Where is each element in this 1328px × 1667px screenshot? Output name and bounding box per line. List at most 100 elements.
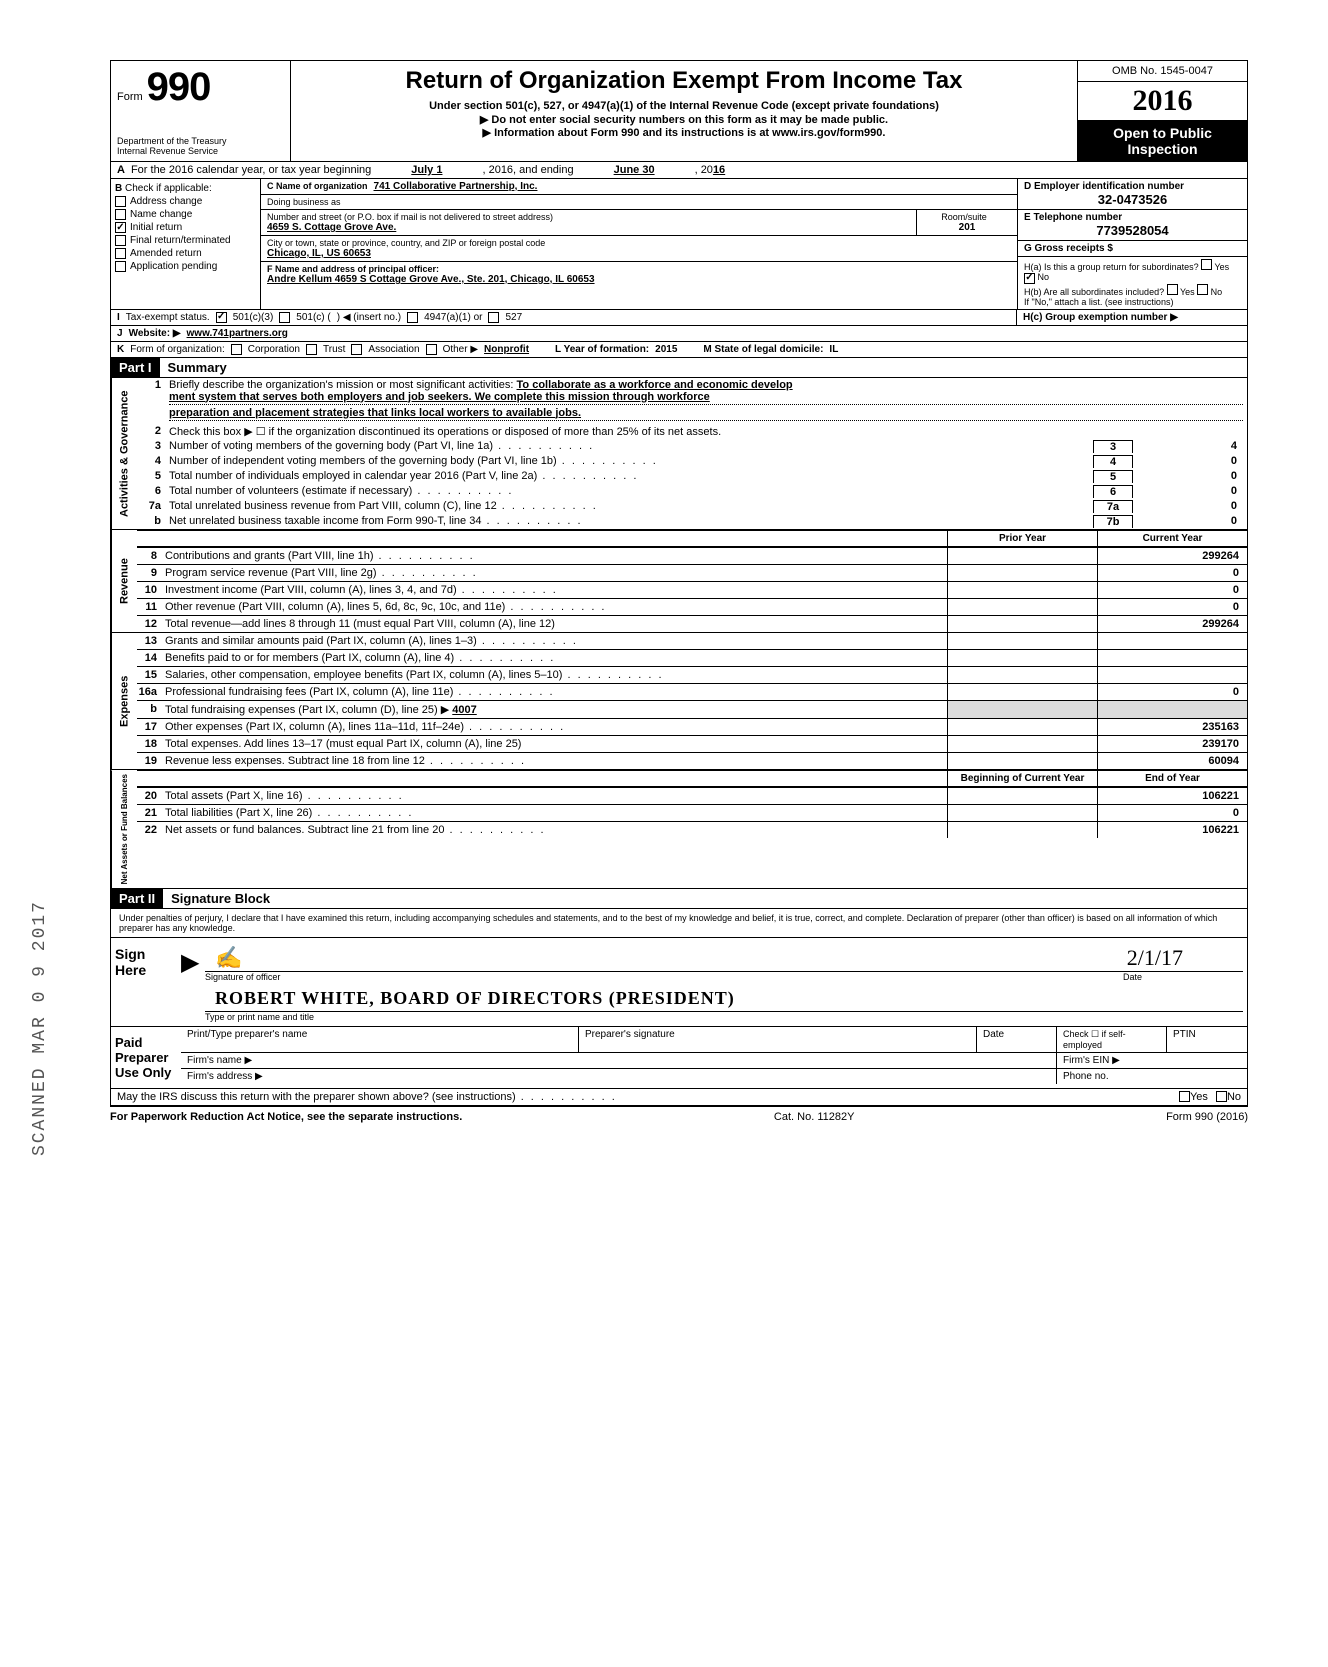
line-7b-val: 0 (1133, 515, 1243, 527)
line-10-num: 10 (137, 582, 165, 598)
lbl-no: No (1038, 272, 1050, 282)
chk-amended-return[interactable] (115, 248, 126, 259)
label-street: Number and street (or P.O. box if mail i… (267, 212, 904, 222)
line-18-current: 239170 (1097, 736, 1247, 752)
label-l: L Year of formation: (555, 344, 649, 355)
chk-hb-yes[interactable] (1167, 284, 1178, 295)
chk-name-change[interactable] (115, 209, 126, 220)
line-9-num: 9 (137, 565, 165, 581)
lbl-preparer-sig: Preparer's signature (579, 1027, 977, 1052)
line-14-current (1097, 650, 1247, 666)
line-13-text: Grants and similar amounts paid (Part IX… (165, 633, 947, 649)
line-20-text: Total assets (Part X, line 16) (165, 788, 947, 804)
line-5-text: Total number of individuals employed in … (169, 470, 1089, 482)
chk-association[interactable] (351, 344, 362, 355)
open-public: Open to Public (1082, 125, 1243, 141)
lbl-501c: 501(c) ( (296, 312, 330, 323)
line-7a-num: 7a (141, 500, 169, 512)
chk-trust[interactable] (306, 344, 317, 355)
line-8-current: 299264 (1097, 548, 1247, 564)
label-e-phone: E Telephone number (1024, 212, 1122, 223)
sign-arrow-icon: ▶ (181, 938, 201, 1026)
line-8-prior (947, 548, 1097, 564)
label-m: M State of legal domicile: (703, 344, 823, 355)
line-7b-box: 7b (1093, 515, 1133, 528)
line-21-begin (947, 805, 1097, 821)
lbl-name-change: Name change (130, 209, 192, 220)
form-990: Form 990 Department of the Treasury Inte… (110, 60, 1248, 1107)
signature-date: 2/1/17 (1127, 945, 1183, 971)
lbl-corporation: Corporation (248, 344, 300, 355)
label-b: B (115, 183, 122, 194)
signature-block: Under penalties of perjury, I declare th… (111, 909, 1247, 1106)
footer-cat-no: Cat. No. 11282Y (774, 1111, 855, 1123)
line-19-prior (947, 753, 1097, 769)
line-16a-prior (947, 684, 1097, 700)
chk-other[interactable] (426, 344, 437, 355)
chk-discuss-no[interactable] (1216, 1091, 1227, 1102)
line-14-num: 14 (137, 650, 165, 666)
line-6-box: 6 (1093, 485, 1133, 498)
lbl-firm-name: Firm's name ▶ (181, 1053, 1057, 1068)
line-16b-prior (947, 701, 1097, 718)
chk-ha-no[interactable] (1024, 273, 1035, 284)
line-4-num: 4 (141, 455, 169, 467)
line-12-num: 12 (137, 616, 165, 632)
lbl-firm-ein: Firm's EIN ▶ (1057, 1053, 1247, 1068)
chk-501c[interactable] (279, 312, 290, 323)
chk-hb-no[interactable] (1197, 284, 1208, 295)
chk-527[interactable] (488, 312, 499, 323)
chk-501c3[interactable] (216, 312, 227, 323)
lbl-no-2: No (1211, 287, 1223, 297)
chk-corporation[interactable] (231, 344, 242, 355)
label-hc: H(c) Group exemption number ▶ (1023, 312, 1178, 323)
line-2-num: 2 (141, 425, 169, 437)
line-21-text: Total liabilities (Part X, line 26) (165, 805, 947, 821)
line-10-text: Investment income (Part VIII, column (A)… (165, 582, 947, 598)
line-12-text: Total revenue—add lines 8 through 11 (mu… (165, 616, 947, 632)
lbl-501c3: 501(c)(3) (233, 312, 274, 323)
col-end-year: End of Year (1097, 771, 1247, 786)
chk-ha-yes[interactable] (1201, 259, 1212, 270)
lbl-self-employed: Check ☐ if self-employed (1057, 1027, 1167, 1052)
col-begin-year: Beginning of Current Year (947, 771, 1097, 786)
inspection: Inspection (1082, 141, 1243, 157)
line-16a-current: 0 (1097, 684, 1247, 700)
chk-final-return[interactable] (115, 235, 126, 246)
lbl-final-return: Final return/terminated (130, 235, 231, 246)
line-6-val: 0 (1133, 485, 1243, 497)
irs-discuss-question: May the IRS discuss this return with the… (117, 1091, 1179, 1103)
label-dba: Doing business as (267, 197, 341, 207)
form-number: 990 (147, 65, 211, 110)
section-net-assets: Net Assets or Fund Balances Beginning of… (111, 770, 1247, 889)
row-a-yr-prefix: , 20 (695, 164, 713, 176)
line-16a-text: Professional fundraising fees (Part IX, … (165, 684, 947, 700)
form-subtitle-2: ▶ Do not enter social security numbers o… (299, 113, 1069, 126)
year-formation: 2015 (655, 344, 677, 355)
street-address: 4659 S. Cottage Grove Ave. (267, 222, 910, 233)
line-3-num: 3 (141, 440, 169, 452)
form-subtitle-1: Under section 501(c), 527, or 4947(a)(1)… (299, 99, 1069, 113)
chk-discuss-yes[interactable] (1179, 1091, 1190, 1102)
website-url: www.741partners.org (187, 328, 288, 339)
line-9-prior (947, 565, 1097, 581)
mission-line-1: To collaborate as a workforce and econom… (517, 379, 793, 391)
chk-4947[interactable] (407, 312, 418, 323)
tax-year-end: June 30 (614, 164, 655, 176)
chk-initial-return[interactable] (115, 222, 126, 233)
label-a: A (117, 164, 125, 176)
city-state-zip: Chicago, IL, US 60653 (267, 248, 551, 259)
line-2-text: Check this box ▶ ☐ if the organization d… (169, 425, 1243, 438)
lbl-type-name: Type or print name and title (205, 1012, 1243, 1022)
line-5-val: 0 (1133, 470, 1243, 482)
line-3-text: Number of voting members of the governin… (169, 440, 1089, 452)
lbl-527: 527 (505, 312, 522, 323)
lbl-signature-officer: Signature of officer (205, 972, 1123, 982)
line-5-box: 5 (1093, 470, 1133, 483)
chk-address-change[interactable] (115, 196, 126, 207)
officer-signature-line: ✍ 2/1/17 (205, 944, 1243, 972)
chk-application-pending[interactable] (115, 261, 126, 272)
line-8-num: 8 (137, 548, 165, 564)
line-16b-text: Total fundraising expenses (Part IX, col… (165, 704, 449, 716)
col-b-checkboxes: B Check if applicable: Address change Na… (111, 179, 261, 309)
